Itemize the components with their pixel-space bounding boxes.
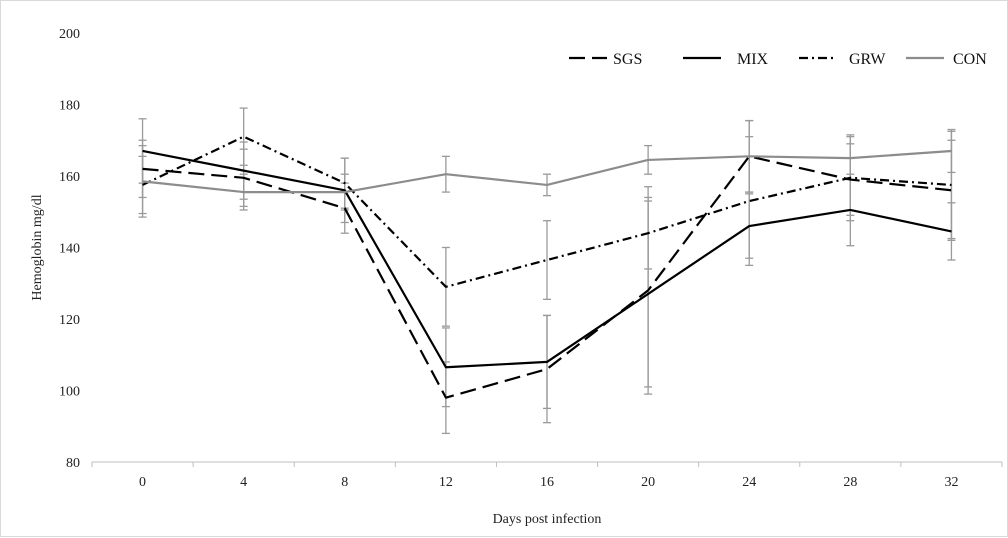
y-tick-label: 200 bbox=[59, 27, 80, 42]
x-tick-label: 4 bbox=[240, 475, 247, 490]
axes bbox=[91, 461, 1003, 467]
x-tick-label: 16 bbox=[540, 475, 554, 490]
y-tick-label: 80 bbox=[66, 456, 80, 471]
x-tick-label: 0 bbox=[139, 475, 146, 490]
legend-label-con: CON bbox=[953, 51, 987, 68]
legend: SGS MIX GRW CON bbox=[569, 51, 987, 68]
y-tick-label: 140 bbox=[59, 242, 80, 257]
x-tick-label: 20 bbox=[641, 475, 655, 490]
y-tick-label: 100 bbox=[59, 385, 80, 400]
x-tick-label: 32 bbox=[944, 475, 958, 490]
y-axis-title: Hemoglobin mg/dl bbox=[30, 194, 45, 300]
legend-label-sgs: SGS bbox=[613, 51, 642, 68]
y-tick-label: 160 bbox=[59, 170, 80, 185]
y-tick-label: 120 bbox=[59, 313, 80, 328]
x-axis-title: Days post infection bbox=[493, 512, 602, 527]
x-tick-labels: 0 4 8 12 16 20 24 28 32 bbox=[139, 475, 958, 490]
y-tick-labels: 80 100 120 140 160 180 200 bbox=[59, 27, 80, 471]
x-tick-label: 24 bbox=[742, 475, 756, 490]
x-tick-label: 8 bbox=[341, 475, 348, 490]
series-line-mix bbox=[142, 149, 952, 369]
legend-label-mix: MIX bbox=[737, 51, 769, 68]
y-tick-label: 180 bbox=[59, 99, 80, 114]
x-tick-label: 28 bbox=[843, 475, 857, 490]
series-line-con bbox=[142, 149, 952, 194]
x-tick-label: 12 bbox=[439, 475, 453, 490]
legend-label-grw: GRW bbox=[849, 51, 886, 68]
series-lines bbox=[142, 135, 952, 399]
